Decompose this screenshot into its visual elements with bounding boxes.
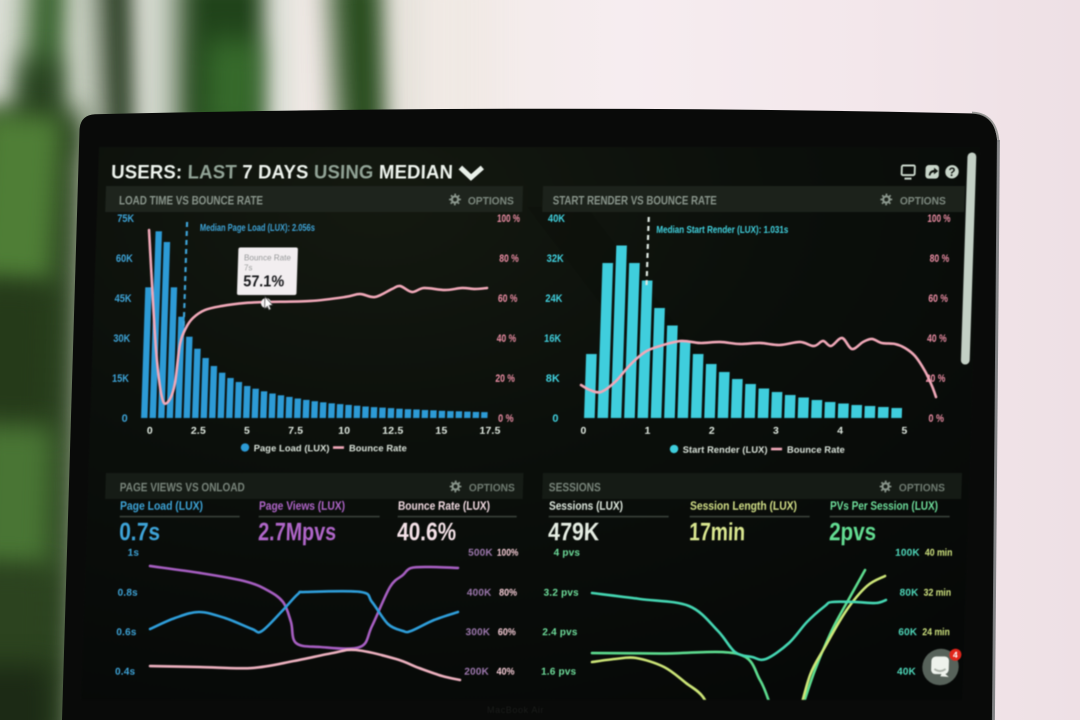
svg-text:Bounce Rate: Bounce Rate xyxy=(349,444,407,454)
svg-text:4 pvs: 4 pvs xyxy=(553,548,580,559)
svg-text:20 %: 20 % xyxy=(495,373,515,385)
svg-text:300K: 300K xyxy=(465,627,491,638)
svg-text:0.4s: 0.4s xyxy=(115,667,136,678)
svg-text:2.4 pvs: 2.4 pvs xyxy=(542,627,578,638)
svg-text:100 %: 100 % xyxy=(497,213,521,225)
svg-text:Bounce Rate (LUX): Bounce Rate (LUX) xyxy=(398,501,491,513)
svg-text:START RENDER VS BOUNCE RATE: START RENDER VS BOUNCE RATE xyxy=(553,194,717,208)
svg-text:40 %: 40 % xyxy=(497,333,517,345)
svg-text:OPTIONS: OPTIONS xyxy=(900,196,946,208)
svg-text:100%: 100% xyxy=(497,548,519,559)
svg-text:0 %: 0 % xyxy=(928,413,944,425)
svg-text:3.2 pvs: 3.2 pvs xyxy=(543,588,579,599)
svg-text:Median Page Load (LUX): 2.056s: Median Page Load (LUX): 2.056s xyxy=(200,223,316,234)
svg-text:2.7Mpvs: 2.7Mpvs xyxy=(258,520,337,547)
svg-text:80%: 80% xyxy=(499,588,517,599)
svg-text:400K: 400K xyxy=(467,588,493,599)
svg-text:16K: 16K xyxy=(544,333,561,345)
svg-text:40K: 40K xyxy=(897,667,917,678)
svg-text:17.5: 17.5 xyxy=(479,425,501,437)
svg-text:0 %: 0 % xyxy=(498,413,514,425)
svg-text:Session Length (LUX): Session Length (LUX) xyxy=(690,501,798,513)
svg-text:OPTIONS: OPTIONS xyxy=(468,196,514,208)
svg-text:57.1%: 57.1% xyxy=(243,274,285,291)
svg-text:OPTIONS: OPTIONS xyxy=(469,483,515,495)
svg-text:0: 0 xyxy=(580,425,586,437)
svg-text:40K: 40K xyxy=(548,213,565,225)
svg-text:24 min: 24 min xyxy=(922,627,950,638)
svg-text:4: 4 xyxy=(837,425,843,437)
svg-text:1: 1 xyxy=(644,425,650,437)
svg-text:45K: 45K xyxy=(114,293,131,305)
svg-text:40 %: 40 % xyxy=(927,333,947,345)
svg-text:100K: 100K xyxy=(895,548,921,559)
svg-text:Start Render (LUX): Start Render (LUX) xyxy=(683,445,768,455)
svg-text:200K: 200K xyxy=(464,667,490,678)
svg-text:60K: 60K xyxy=(898,627,918,638)
svg-text:1s: 1s xyxy=(127,548,139,559)
svg-text:SESSIONS: SESSIONS xyxy=(549,481,601,495)
svg-text:60%: 60% xyxy=(498,627,516,638)
svg-text:12.5: 12.5 xyxy=(382,425,404,437)
svg-text:7.5: 7.5 xyxy=(288,425,304,437)
svg-text:1.6 pvs: 1.6 pvs xyxy=(541,667,577,678)
svg-text:Sessions (LUX): Sessions (LUX) xyxy=(549,501,624,513)
svg-text:2.5: 2.5 xyxy=(191,425,207,437)
svg-text:4: 4 xyxy=(953,650,958,660)
svg-text:0.7s: 0.7s xyxy=(119,520,161,547)
svg-text:OPTIONS: OPTIONS xyxy=(899,483,945,495)
svg-text:80 %: 80 % xyxy=(929,253,949,265)
svg-text:USERS: LAST 7 DAYS USING MEDIA: USERS: LAST 7 DAYS USING MEDIAN xyxy=(111,163,454,184)
svg-text:Bounce Rate: Bounce Rate xyxy=(787,445,845,455)
svg-text:80 %: 80 % xyxy=(499,253,519,265)
svg-text:32K: 32K xyxy=(546,253,563,265)
svg-text:40 min: 40 min xyxy=(925,548,953,559)
svg-text:Page Load (LUX): Page Load (LUX) xyxy=(254,444,330,454)
svg-text:20 %: 20 % xyxy=(926,373,946,385)
svg-text:Median Start Render (LUX): 1.0: Median Start Render (LUX): 1.031s xyxy=(656,225,789,236)
svg-text:0: 0 xyxy=(552,413,559,425)
svg-text:0.8s: 0.8s xyxy=(117,588,138,599)
svg-text:15K: 15K xyxy=(112,373,129,385)
svg-text:8K: 8K xyxy=(546,373,561,385)
svg-text:PVs Per Session (LUX): PVs Per Session (LUX) xyxy=(830,501,939,513)
svg-text:60 %: 60 % xyxy=(498,293,518,305)
svg-text:500K: 500K xyxy=(468,548,494,559)
svg-text:30K: 30K xyxy=(113,333,130,345)
svg-text:40.6%: 40.6% xyxy=(397,520,457,547)
svg-text:2pvs: 2pvs xyxy=(829,520,877,547)
svg-text:5: 5 xyxy=(244,425,250,437)
svg-text:10: 10 xyxy=(338,425,350,437)
svg-text:5: 5 xyxy=(901,425,907,437)
svg-text:Page Views (LUX): Page Views (LUX) xyxy=(259,501,346,513)
svg-text:32 min: 32 min xyxy=(923,588,951,599)
svg-text:0: 0 xyxy=(147,425,153,437)
svg-text:LOAD TIME VS BOUNCE RATE: LOAD TIME VS BOUNCE RATE xyxy=(119,194,263,208)
svg-text:60K: 60K xyxy=(116,253,133,265)
svg-text:2: 2 xyxy=(709,425,715,437)
svg-text:15: 15 xyxy=(435,425,447,437)
svg-text:0.6s: 0.6s xyxy=(116,627,137,638)
svg-text:PAGE VIEWS VS ONLOAD: PAGE VIEWS VS ONLOAD xyxy=(120,481,246,495)
svg-text:80K: 80K xyxy=(899,588,919,599)
svg-text:Bounce Rate: Bounce Rate xyxy=(244,253,292,263)
svg-text:Page Load (LUX): Page Load (LUX) xyxy=(120,501,204,513)
svg-text:75K: 75K xyxy=(117,213,134,225)
svg-text:100 %: 100 % xyxy=(927,213,951,225)
svg-text:17min: 17min xyxy=(689,520,746,547)
svg-text:7s: 7s xyxy=(244,264,253,273)
svg-text:479K: 479K xyxy=(548,520,600,547)
svg-text:40%: 40% xyxy=(496,667,514,678)
svg-text:?: ? xyxy=(948,167,955,179)
svg-text:60 %: 60 % xyxy=(928,293,948,305)
svg-text:3: 3 xyxy=(773,425,779,437)
svg-text:24K: 24K xyxy=(545,293,562,305)
svg-text:0: 0 xyxy=(121,413,128,425)
